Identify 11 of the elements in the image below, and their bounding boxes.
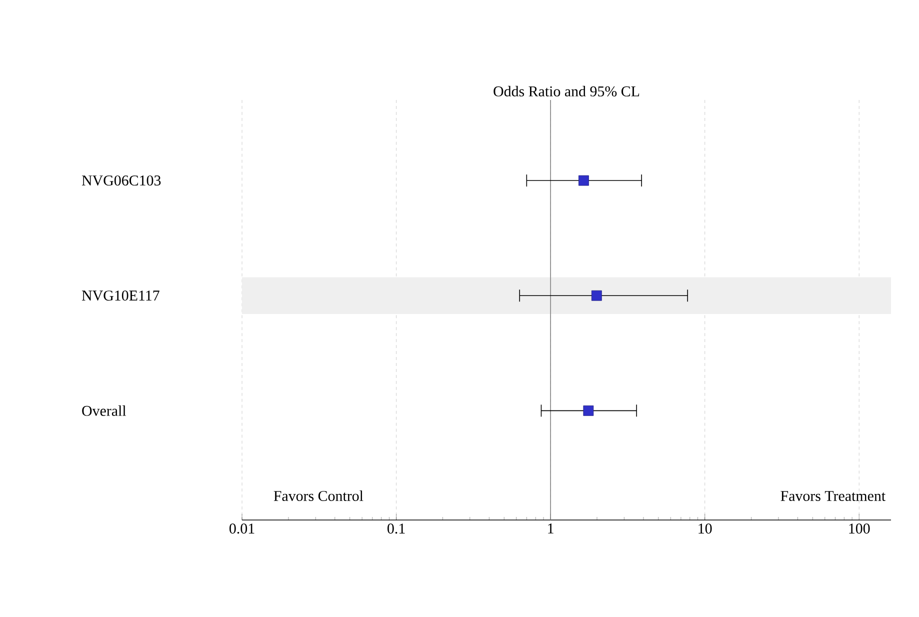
x-tick-label: 100 xyxy=(849,524,870,534)
y-tick-label: NVG10E117 xyxy=(82,290,160,301)
annotation: Favors Control xyxy=(274,490,364,501)
chart-title: Odds Ratio and 95% CL xyxy=(494,86,640,96)
x-tick-label: 0.01 xyxy=(229,524,254,534)
y-tick-label: Overall xyxy=(82,405,126,416)
annotation: Favors Treatment xyxy=(780,491,886,501)
x-tick-label: 0.1 xyxy=(388,524,405,534)
x-tick-label: 1 xyxy=(548,524,554,534)
y-tick-label: NVG06C103 xyxy=(82,175,161,186)
x-tick-label: 10 xyxy=(698,524,712,534)
